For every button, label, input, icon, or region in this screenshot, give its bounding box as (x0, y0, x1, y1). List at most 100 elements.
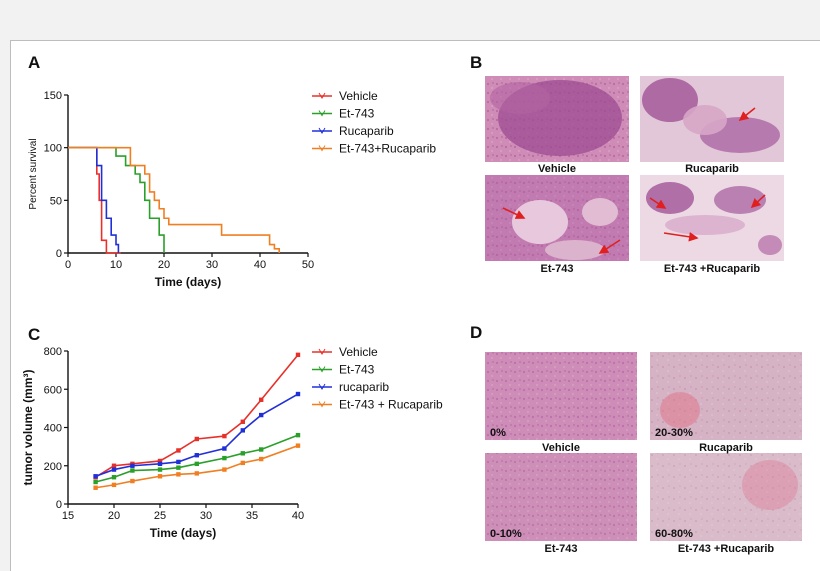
stain-caption-et743: Et-743 (544, 543, 577, 555)
data-point-combo (176, 472, 181, 477)
data-point-combo (259, 456, 264, 462)
y-tick-label: 400 (44, 423, 62, 435)
data-point-rucaparib (111, 467, 117, 472)
data-point-rucaparib (240, 428, 245, 433)
stain-percent-combo: 60-80% (655, 528, 693, 540)
data-point-vehicle (157, 458, 163, 464)
y-tick-label: 150 (44, 90, 62, 102)
data-point-et743 (222, 455, 227, 461)
x-tick-label: 40 (292, 510, 304, 522)
series-line-combo (95, 444, 299, 489)
data-point-rucaparib (93, 474, 98, 479)
series-line-rucaparib (68, 146, 120, 253)
legend-label-vehicle: Vehicle (339, 345, 378, 359)
arrow-icon (649, 197, 667, 209)
stain-caption-vehicle: Vehicle (542, 442, 580, 454)
arrow-icon (502, 207, 526, 219)
histology-image-combo (640, 175, 784, 261)
x-tick-label: 20 (158, 259, 170, 271)
stain-percent-vehicle: 0% (490, 427, 506, 439)
histology-caption-et743: Et-743 (540, 263, 573, 275)
legend-marker-vehicle (318, 348, 326, 355)
panel-letter-d: D (470, 323, 482, 342)
arrow-icon (738, 107, 756, 121)
data-point-rucaparib (259, 412, 264, 418)
x-tick-label: 15 (62, 510, 74, 522)
arrow-icon (663, 232, 699, 242)
data-point-combo (240, 460, 245, 466)
stain-image-et743 (485, 453, 637, 541)
stain-image-combo (650, 453, 802, 541)
legend-label-combo: Et-743 + Rucaparib (339, 398, 443, 412)
y-axis-label: tumor volume (mm³) (21, 369, 35, 485)
legend-label-et743: Et-743 (339, 363, 375, 377)
legend-label-et743: Et-743 (339, 107, 375, 121)
legend-marker-vehicle (318, 92, 326, 99)
stain-image-vehicle (485, 352, 637, 440)
stain-image-rucaparib (650, 352, 802, 440)
x-tick-label: 30 (200, 510, 212, 522)
histology-caption-combo: Et-743 +Rucaparib (664, 263, 761, 275)
legend-marker-combo (318, 145, 326, 152)
histology-caption-rucaparib: Rucaparib (685, 163, 739, 175)
histology-image-rucaparib (640, 76, 784, 162)
data-point-rucaparib (130, 463, 135, 468)
data-point-combo (111, 482, 117, 488)
legend-label-combo: Et-743+Rucaparib (339, 142, 436, 156)
stain-percent-rucaparib: 20-30% (655, 427, 693, 439)
x-tick-label: 50 (302, 259, 314, 271)
stain-caption-combo: Et-743 +Rucaparib (678, 543, 775, 555)
x-tick-label: 30 (206, 259, 218, 271)
arrow-icon (598, 239, 621, 254)
y-tick-label: 200 (44, 461, 62, 473)
x-tick-label: 10 (110, 259, 122, 271)
stain-percent-et743: 0-10% (490, 528, 522, 540)
data-point-et743 (240, 451, 245, 456)
data-point-vehicle (259, 397, 264, 402)
histology-caption-vehicle: Vehicle (538, 163, 576, 175)
panel-b-histology: Vehicle Rucaparib Et-743 Et-743 +Rucapar… (485, 76, 784, 275)
data-point-rucaparib (176, 459, 181, 465)
data-point-et743 (157, 467, 163, 472)
data-point-vehicle (240, 419, 245, 424)
x-tick-label: 35 (246, 510, 258, 522)
x-tick-label: 40 (254, 259, 266, 271)
panel-d-stain: 0% 20-30% 0-10% 60-80% Vehicle Rucaparib… (485, 352, 802, 555)
data-point-combo (130, 478, 135, 484)
series-line-combo (68, 146, 280, 253)
data-point-et743 (93, 479, 98, 485)
data-point-rucaparib (157, 461, 163, 467)
legend-label-rucaparib: rucaparib (339, 380, 389, 394)
data-point-vehicle (194, 436, 199, 442)
histology-image-et743 (485, 175, 629, 261)
arrow-icon (750, 194, 766, 209)
data-point-vehicle (111, 463, 117, 468)
legend-marker-et743 (318, 366, 326, 373)
y-tick-label: 0 (56, 499, 62, 511)
data-point-et743 (111, 475, 117, 480)
data-point-rucaparib (295, 391, 301, 397)
x-axis-label: Time (days) (150, 526, 216, 540)
panel-letter-a: A (28, 53, 40, 72)
x-tick-label: 20 (108, 510, 120, 522)
legend-marker-et743 (318, 110, 326, 117)
data-point-et743 (295, 432, 301, 438)
series-line-rucaparib (95, 393, 299, 478)
y-tick-label: 100 (44, 143, 62, 155)
legend-label-vehicle: Vehicle (339, 89, 378, 103)
data-point-combo (93, 485, 98, 490)
y-tick-label: 600 (44, 384, 62, 396)
data-point-vehicle (222, 433, 227, 439)
legend-marker-rucaparib (318, 383, 326, 390)
y-tick-label: 0 (56, 248, 62, 260)
data-point-rucaparib (222, 446, 227, 451)
histology-image-vehicle (485, 76, 629, 162)
data-point-vehicle (295, 352, 301, 358)
data-point-et743 (194, 461, 199, 467)
series-line-vehicle (68, 146, 121, 254)
data-point-combo (157, 474, 163, 479)
survival-chart: 0 10 20 30 40 50 0 50 100 150 Time (days) Percent s… (28, 89, 436, 289)
data-point-rucaparib (194, 453, 199, 458)
